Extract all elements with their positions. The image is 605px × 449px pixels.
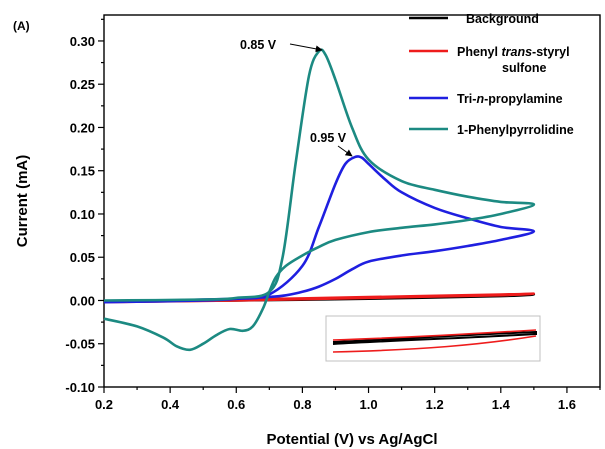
plot-area [103,14,601,388]
x-tick-label: 0.8 [293,397,311,412]
legend-sulfone-part-1: Phenyl [457,45,501,59]
x-tick-label: 0.2 [95,397,113,412]
y-tick-label: 0.15 [70,164,95,179]
legend-tpa-part-1: Tri- [457,92,476,106]
x-axis-ticks: 0.2 0.4 0.6 0.8 1.0 1.2 1.4 1.6 [95,387,601,412]
legend-tpa-part-2: -propylamine [484,92,563,106]
y-tick-label: 0.30 [70,34,95,49]
x-tick-label: 1.6 [558,397,576,412]
x-tick-label: 0.6 [227,397,245,412]
annotation-085v: 0.85 V [240,38,277,52]
y-tick-label: -0.10 [65,380,95,395]
legend-label-tripropylamine: Tri-n-propylamine [457,92,563,106]
y-tick-label: -0.05 [65,337,95,352]
legend-label-sulfone: Phenyl trans-styryl [457,45,570,59]
inset-sulfone-curve [332,329,537,353]
x-axis-title: Potential (V) vs Ag/AgCl [266,431,437,448]
y-axis-title: Current (mA) [14,155,31,248]
y-tick-label: 0.00 [70,293,95,308]
inset-box [325,315,541,362]
y-tick-label: 0.25 [70,77,95,92]
series-phenyl-trans-styryl-sulfone [103,292,536,304]
annotation-095v-arrow [337,145,353,157]
legend-label-sulfone-line2: sulfone [502,61,546,75]
annotations: 0.85 V 0.95 V [240,38,353,157]
legend-label-background: Background [466,12,539,26]
legend: Background Phenyl trans-styryl sulfone T… [409,12,574,137]
panel-label: (A) [13,19,30,33]
x-tick-label: 1.2 [426,397,444,412]
x-tick-label: 1.0 [359,397,377,412]
y-axis-ticks: -0.10 -0.05 0.00 0.05 0.10 0.15 0.20 0.25 0.30 [65,18,104,395]
legend-sulfone-part-italic: trans [501,45,532,59]
y-tick-label: 0.20 [70,120,95,135]
series-1-phenylpyrrolidine [103,48,536,352]
series-layer [103,48,536,352]
plot-frame [103,14,601,388]
legend-tpa-part-italic: n [476,92,484,106]
series-tri-n-propylamine [103,155,536,304]
y-tick-label: 0.10 [70,207,95,222]
legend-label-phenylpyrrolidine: 1-Phenylpyrrolidine [457,123,574,137]
inset-background-curve [332,330,537,345]
x-tick-label: 0.4 [161,397,180,412]
annotation-085v-arrow [289,43,323,53]
legend-sulfone-part-2: -styryl [532,45,570,59]
x-tick-label: 1.4 [492,397,511,412]
annotation-095v: 0.95 V [310,131,347,145]
y-tick-label: 0.05 [70,250,95,265]
